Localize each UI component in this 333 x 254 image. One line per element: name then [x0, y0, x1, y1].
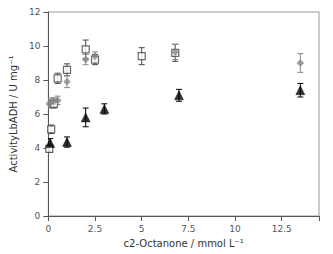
svg-text:5: 5 — [139, 224, 145, 234]
svg-text:7.5: 7.5 — [181, 224, 195, 234]
svg-text:0: 0 — [45, 224, 51, 234]
svg-text:6: 6 — [35, 109, 41, 119]
svg-text:2.5: 2.5 — [88, 224, 102, 234]
svg-text:10: 10 — [229, 224, 241, 234]
svg-text:2: 2 — [35, 177, 41, 187]
svg-text:0: 0 — [35, 211, 41, 221]
svg-text:4: 4 — [35, 143, 41, 153]
svg-text:c2-Octanone / mmol L⁻¹: c2-Octanone / mmol L⁻¹ — [124, 238, 244, 249]
svg-text:10: 10 — [29, 41, 41, 51]
svg-text:12: 12 — [29, 7, 40, 17]
svg-text:8: 8 — [35, 75, 41, 85]
svg-text:12.5: 12.5 — [272, 224, 292, 234]
svg-text:ActivityLbADH / U mg⁻¹: ActivityLbADH / U mg⁻¹ — [8, 56, 19, 173]
